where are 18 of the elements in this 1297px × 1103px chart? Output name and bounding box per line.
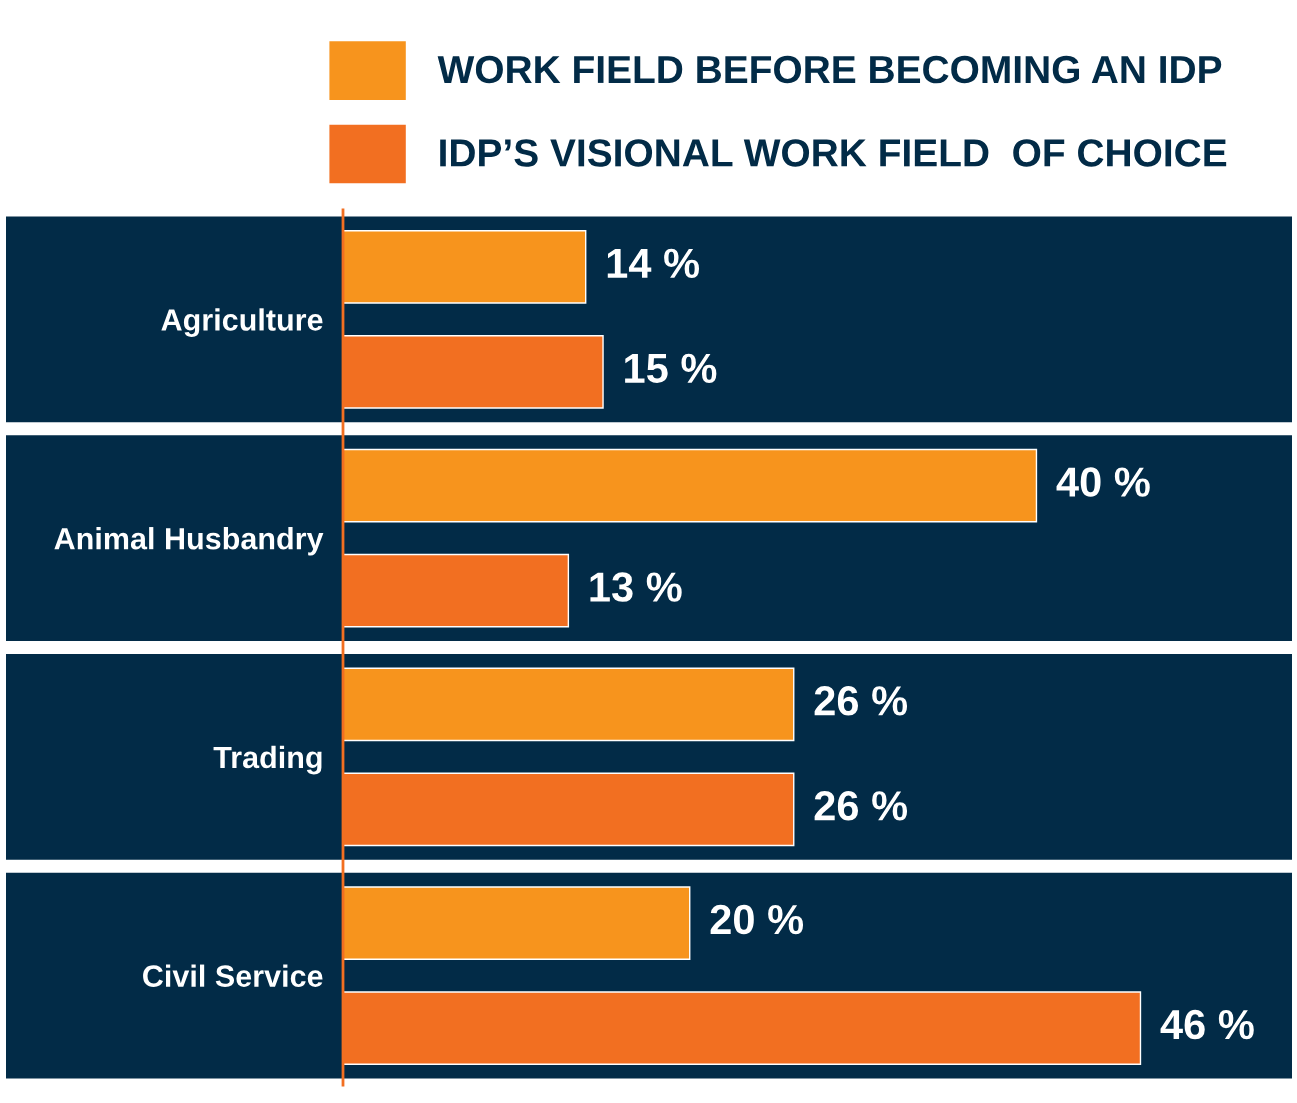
data-label: 15 %: [625, 353, 717, 384]
legend-label: WORK FIELD BEFORE BECOMING AN IDP: [437, 55, 1222, 84]
bar: [343, 448, 1038, 523]
y-tick-label: Animal Husbandry: [54, 527, 324, 556]
y-tick-label: Trading: [213, 745, 322, 775]
legend-label: IDP’S VISIONAL WORK FIELD OF CHOICE: [440, 139, 1227, 167]
data-label: 14 %: [607, 248, 700, 278]
bar: [343, 886, 691, 960]
bar: [343, 667, 795, 742]
data-label: 13 %: [590, 572, 682, 602]
data-label: 26 %: [814, 686, 908, 716]
data-label: 46 %: [1160, 1009, 1254, 1040]
data-label: 26 %: [814, 791, 908, 821]
data-label: 40 %: [1056, 467, 1150, 497]
y-tick-label: Agriculture: [161, 308, 323, 337]
y-tick-label: Civil Service: [143, 964, 323, 987]
data-label: 20 %: [710, 904, 804, 935]
bar: [343, 230, 587, 304]
